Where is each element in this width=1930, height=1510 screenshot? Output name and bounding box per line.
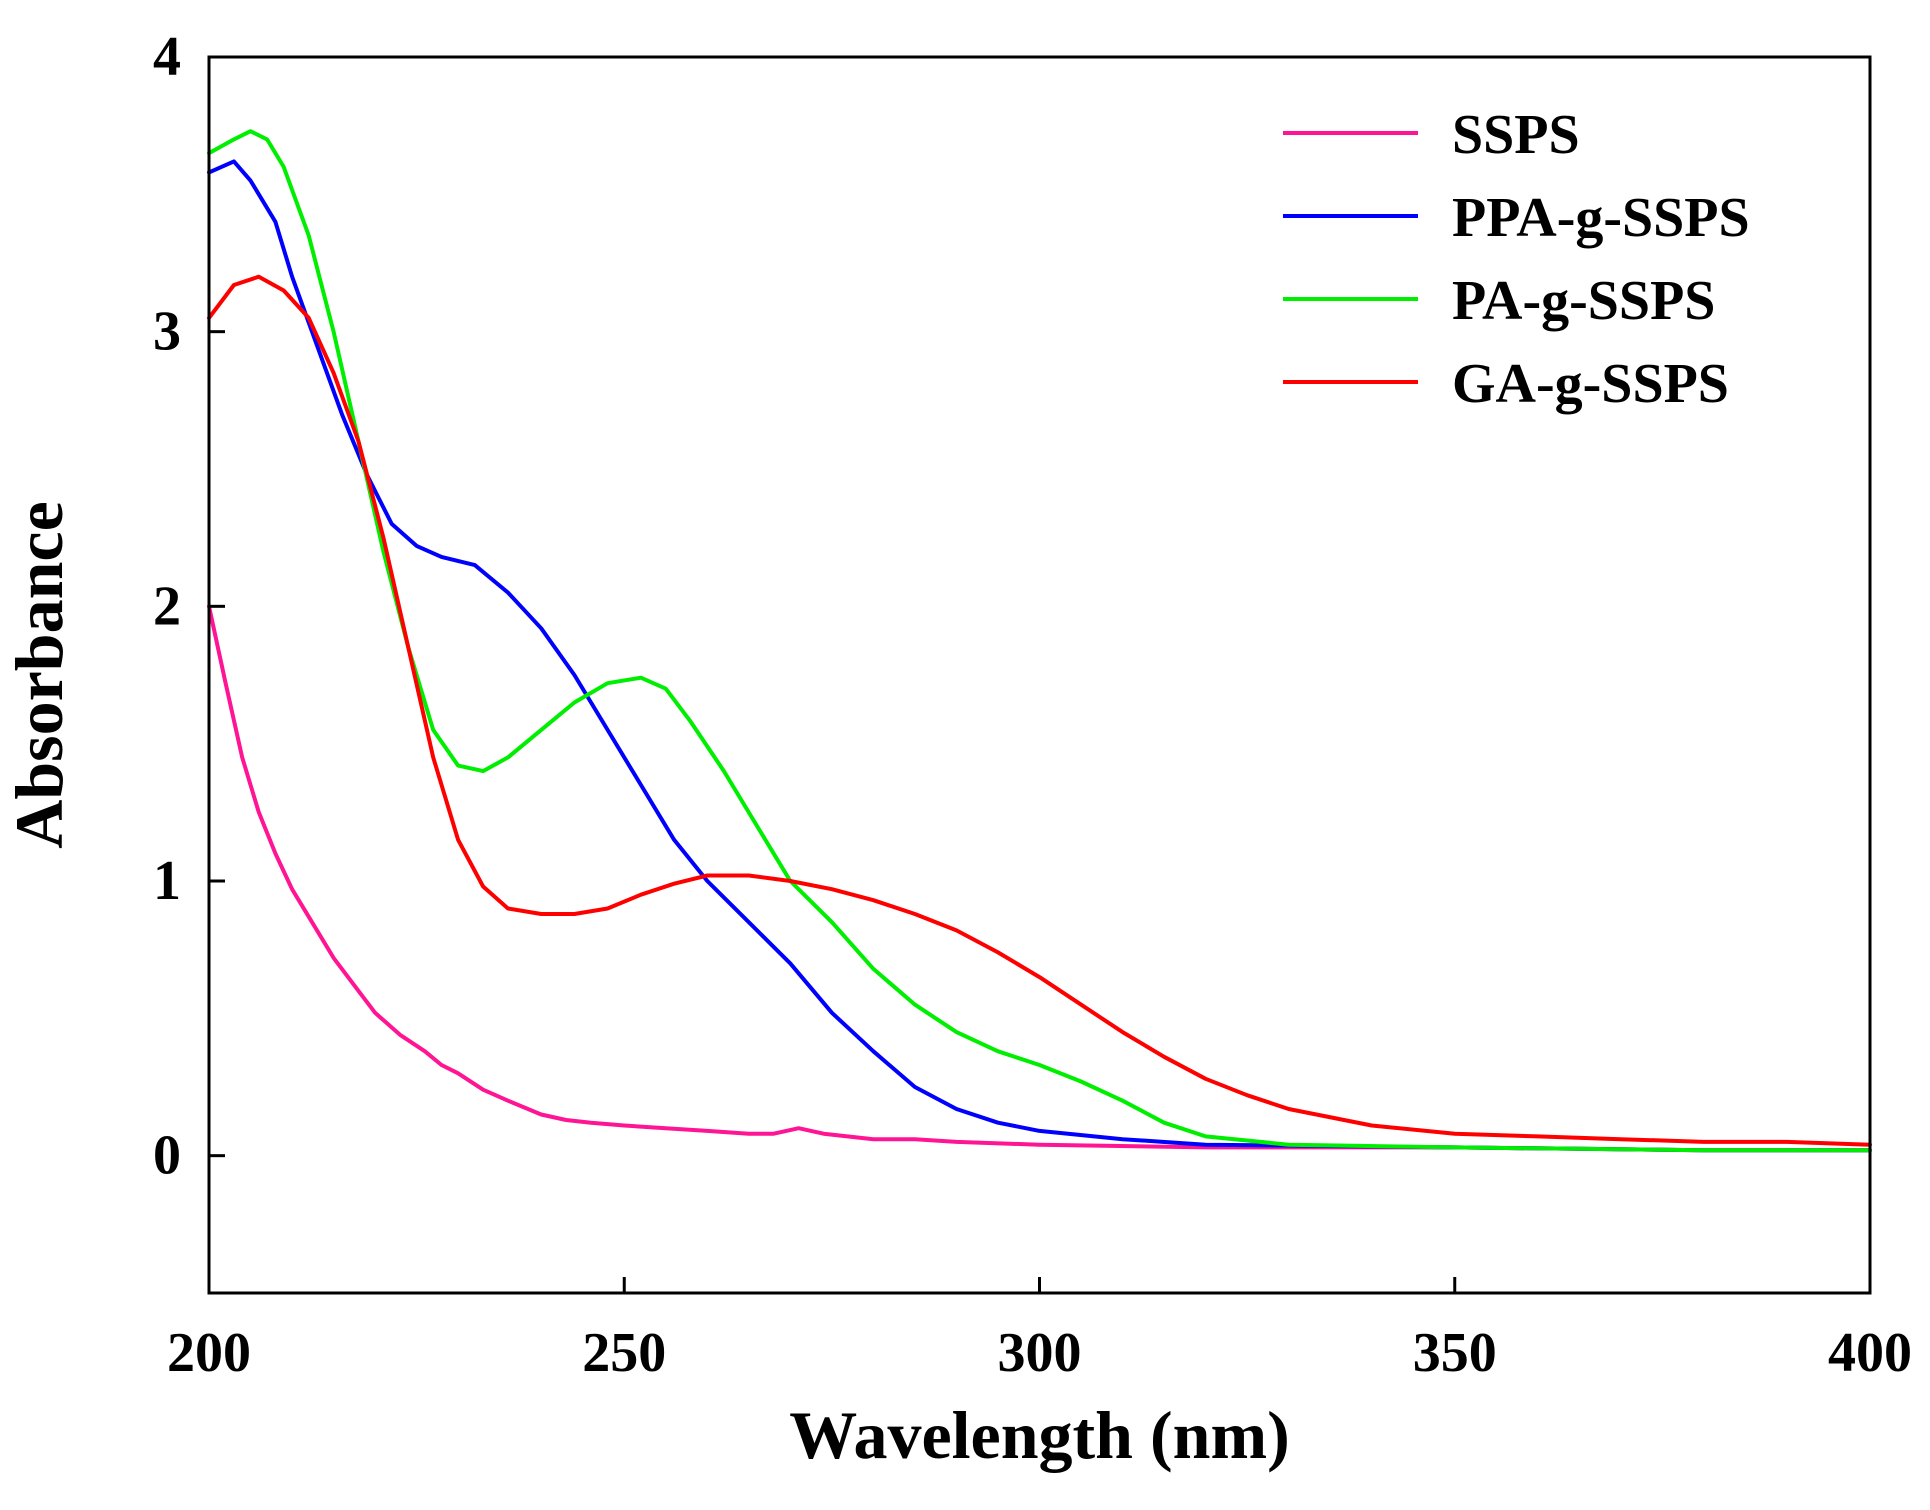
series-line-ga-g-ssps bbox=[207, 274, 1872, 1147]
legend: SSPS PPA-g-SSPS PA-g-SSPS GA-g-SSPS bbox=[1283, 104, 1750, 415]
y-tick-label: 3 bbox=[153, 301, 181, 363]
y-tick-label: 0 bbox=[153, 1125, 181, 1187]
x-tick-label: 200 bbox=[167, 1322, 251, 1384]
x-axis-ticks: 200 250 300 350 400 bbox=[167, 1277, 1912, 1384]
x-tick-label: 250 bbox=[582, 1322, 666, 1384]
x-tick-label: 400 bbox=[1828, 1322, 1912, 1384]
y-tick-label: 1 bbox=[153, 850, 181, 912]
y-axis-ticks: 0 1 2 3 4 bbox=[153, 26, 225, 1187]
x-tick-label: 350 bbox=[1413, 1322, 1497, 1384]
legend-label-ppa-g-ssps: PPA-g-SSPS bbox=[1452, 187, 1750, 249]
y-axis-title: Absorbance bbox=[1, 501, 77, 849]
series-line-pa-g-ssps bbox=[207, 129, 1872, 1153]
legend-label-ssps: SSPS bbox=[1452, 104, 1580, 166]
x-tick-label: 300 bbox=[998, 1322, 1082, 1384]
x-axis-title: Wavelength (nm) bbox=[789, 1397, 1290, 1473]
legend-label-ga-g-ssps: GA-g-SSPS bbox=[1452, 353, 1729, 415]
series-group bbox=[207, 129, 1872, 1153]
series-line-ssps bbox=[207, 604, 1872, 1153]
y-tick-label: 2 bbox=[153, 575, 181, 637]
legend-label-pa-g-ssps: PA-g-SSPS bbox=[1452, 270, 1715, 332]
series-line-ppa-g-ssps bbox=[207, 159, 1872, 1153]
y-tick-label: 4 bbox=[153, 26, 181, 88]
